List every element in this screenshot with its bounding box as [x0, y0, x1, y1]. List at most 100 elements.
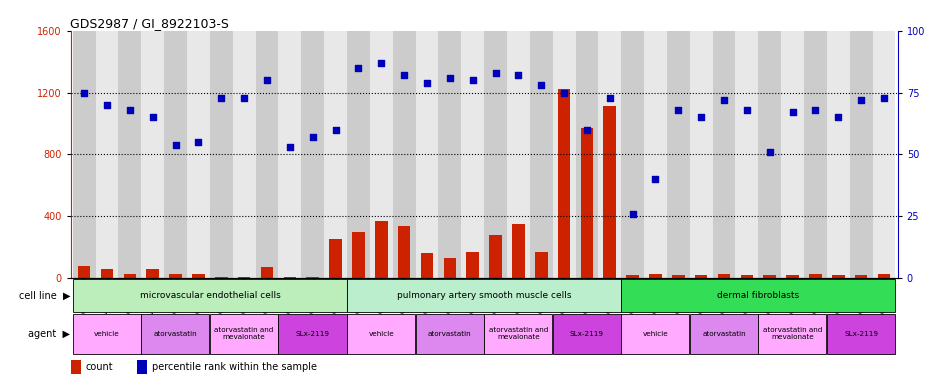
Bar — [599, 31, 621, 278]
Bar — [210, 314, 278, 354]
Bar — [347, 279, 620, 312]
Bar — [854, 275, 868, 278]
Bar — [626, 275, 639, 278]
Text: GDS2987 / GI_8922103-S: GDS2987 / GI_8922103-S — [70, 17, 229, 30]
Point — [374, 60, 389, 66]
Bar — [260, 267, 274, 278]
Bar — [302, 31, 324, 278]
Point — [237, 94, 252, 101]
Point — [740, 107, 755, 113]
Bar — [759, 314, 826, 354]
Point — [648, 176, 663, 182]
Bar — [329, 240, 342, 278]
Text: count: count — [86, 362, 113, 372]
Point — [259, 77, 274, 83]
Bar — [70, 360, 81, 374]
Text: atorvastatin and
mevalonate: atorvastatin and mevalonate — [763, 327, 822, 340]
Point — [876, 94, 891, 101]
Point — [146, 114, 161, 121]
Bar — [553, 31, 575, 278]
Bar — [621, 31, 644, 278]
Point — [785, 109, 800, 116]
Point — [282, 144, 297, 150]
Bar — [759, 31, 781, 278]
Bar — [735, 31, 759, 278]
Bar — [690, 314, 758, 354]
Bar — [872, 31, 896, 278]
Bar — [141, 31, 164, 278]
Bar — [324, 31, 347, 278]
Text: microvascular endothelial cells: microvascular endothelial cells — [139, 291, 280, 300]
Bar — [147, 269, 159, 278]
Bar — [96, 31, 118, 278]
Bar — [695, 275, 708, 278]
Bar — [603, 106, 616, 278]
Bar — [369, 31, 393, 278]
Point — [443, 74, 458, 81]
Text: agent  ▶: agent ▶ — [28, 329, 70, 339]
Point — [510, 72, 525, 78]
Text: cell line  ▶: cell line ▶ — [19, 290, 70, 300]
Bar — [557, 89, 571, 278]
Bar — [827, 314, 895, 354]
Bar — [78, 266, 90, 278]
Bar — [786, 275, 799, 278]
Point — [191, 139, 206, 145]
Bar — [375, 221, 387, 278]
Bar — [466, 252, 479, 278]
Point — [603, 94, 618, 101]
Bar — [512, 224, 525, 278]
Point — [671, 107, 686, 113]
Bar — [644, 31, 666, 278]
Bar — [72, 31, 96, 278]
Bar — [238, 276, 250, 278]
Text: vehicle: vehicle — [368, 331, 394, 337]
Text: percentile rank within the sample: percentile rank within the sample — [151, 362, 317, 372]
Bar — [809, 273, 822, 278]
Text: atorvastatin and
mevalonate: atorvastatin and mevalonate — [489, 327, 548, 340]
Bar — [484, 314, 552, 354]
Point — [351, 65, 366, 71]
Text: SLx-2119: SLx-2119 — [296, 331, 330, 337]
Bar — [690, 31, 713, 278]
Bar — [415, 31, 438, 278]
Bar — [421, 253, 433, 278]
Point — [100, 102, 115, 108]
Point — [168, 141, 183, 147]
Bar — [535, 252, 547, 278]
Text: atorvastatin: atorvastatin — [702, 331, 745, 337]
Point — [625, 211, 640, 217]
Bar — [164, 31, 187, 278]
Bar — [781, 31, 804, 278]
Bar — [672, 275, 684, 278]
Bar — [187, 31, 210, 278]
Point — [465, 77, 480, 83]
Bar — [72, 314, 141, 354]
Bar — [169, 273, 182, 278]
Bar — [141, 314, 210, 354]
Text: atorvastatin: atorvastatin — [154, 331, 197, 337]
Bar — [233, 31, 256, 278]
Point — [488, 70, 503, 76]
Bar — [804, 31, 827, 278]
Bar — [118, 31, 141, 278]
Text: dermal fibroblasts: dermal fibroblasts — [717, 291, 799, 300]
Bar — [713, 31, 735, 278]
Bar — [306, 276, 319, 278]
Bar — [415, 314, 484, 354]
Bar — [827, 31, 850, 278]
Bar — [553, 314, 620, 354]
Point — [694, 114, 709, 121]
Bar — [72, 279, 347, 312]
Point — [556, 89, 572, 96]
Text: vehicle: vehicle — [643, 331, 668, 337]
Bar — [581, 128, 593, 278]
Bar — [878, 273, 890, 278]
Text: vehicle: vehicle — [94, 331, 120, 337]
Point — [328, 127, 343, 133]
Bar — [352, 232, 365, 278]
Text: atorvastatin and
mevalonate: atorvastatin and mevalonate — [214, 327, 274, 340]
Point — [213, 94, 228, 101]
Bar — [398, 225, 411, 278]
Bar — [192, 273, 205, 278]
